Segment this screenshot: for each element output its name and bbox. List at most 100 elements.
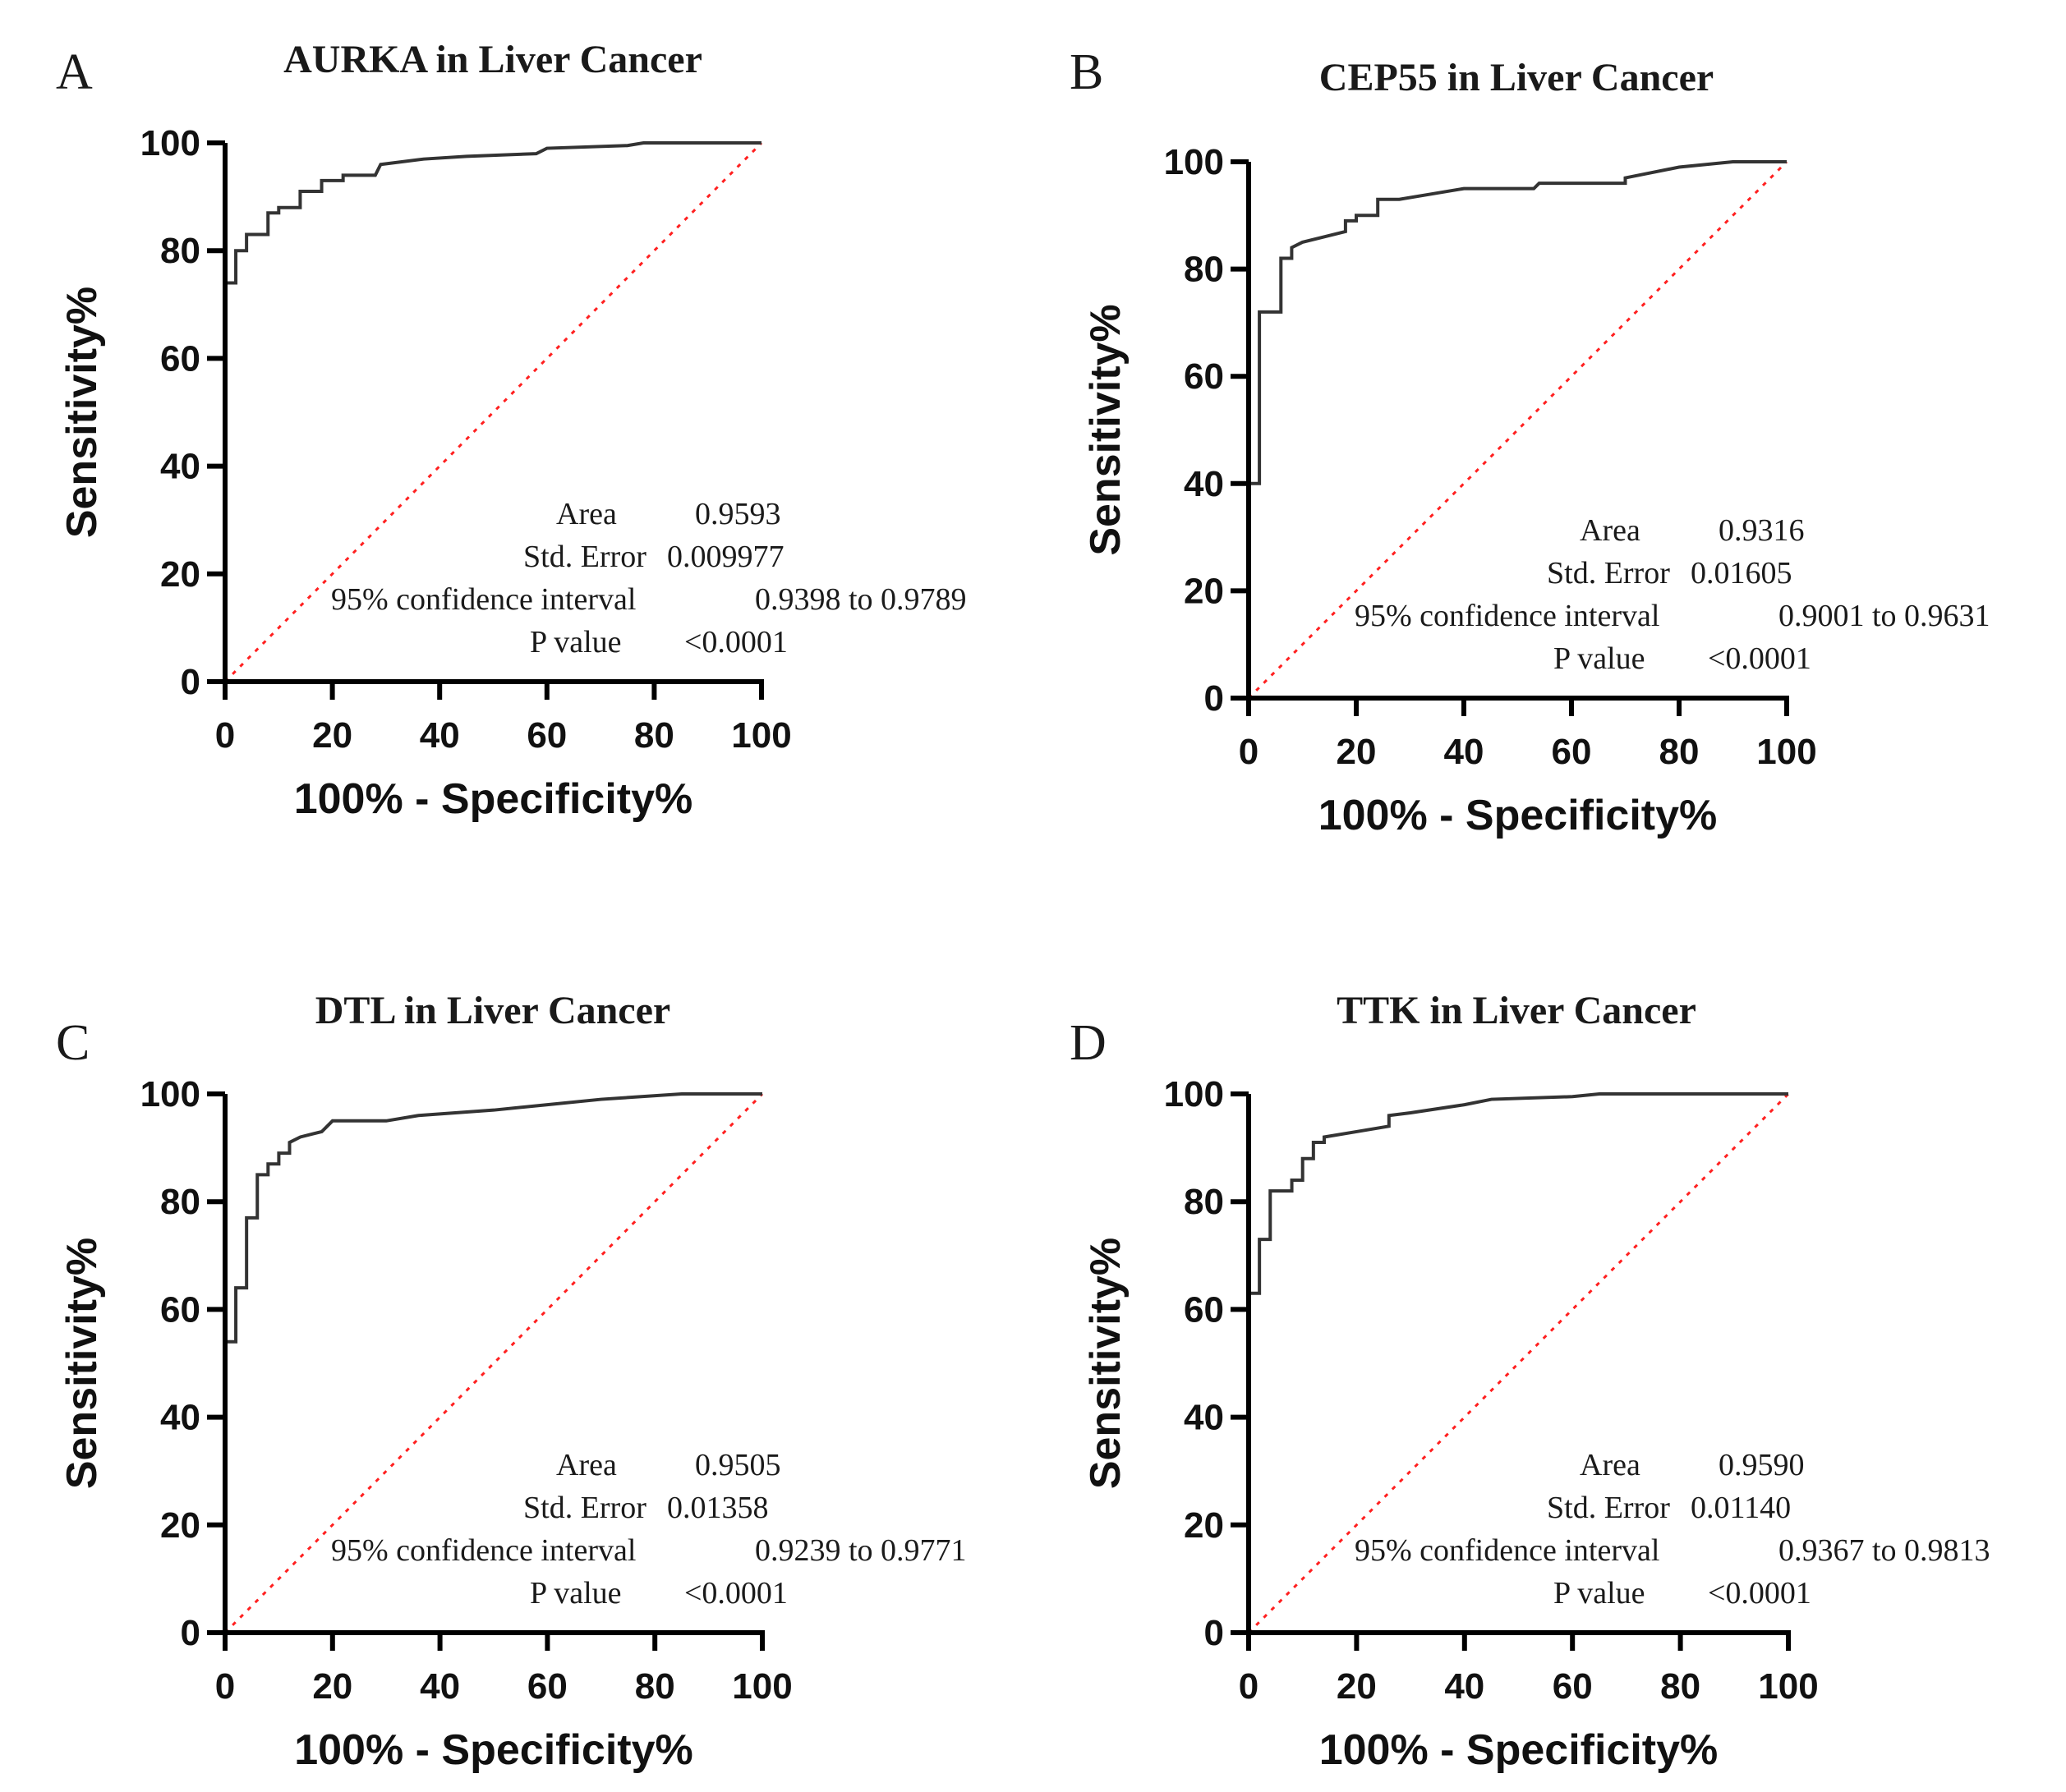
- stats-label-p: P value: [1553, 641, 1645, 676]
- stats-label-area: Area: [1580, 1448, 1640, 1482]
- y-tick-label: 40: [1184, 1398, 1224, 1438]
- stats-value-p: <0.0001: [684, 1576, 788, 1611]
- x-tick-label: 100: [1758, 1666, 1818, 1707]
- roc-panel-b: B CEP55 in Liver Cancer 0 20 40 60 80 100 0 20 40 6…: [1070, 44, 1990, 839]
- stats-value-se: 0.009977: [667, 540, 785, 574]
- y-tick-label: 80: [160, 1182, 200, 1222]
- stats-value-ci: 0.9367 to 0.9813: [1778, 1533, 1990, 1568]
- x-tick-label: 20: [1337, 732, 1377, 772]
- x-tick-label: 20: [1337, 1666, 1377, 1707]
- stats-label-ci: 95% confidence interval: [331, 582, 636, 617]
- x-tick-label: 60: [1552, 732, 1592, 772]
- stats-value-se: 0.01358: [667, 1491, 769, 1525]
- x-tick-label: 80: [1660, 1666, 1700, 1707]
- stats-value-p: <0.0001: [1708, 1576, 1811, 1611]
- y-tick-label: 60: [1184, 356, 1224, 397]
- y-tick-label: 20: [1184, 571, 1224, 611]
- x-tick-label: 0: [1239, 1666, 1258, 1707]
- y-tick-label: 0: [181, 1613, 200, 1653]
- roc-curve: [1247, 160, 1787, 698]
- y-tick-label: 0: [1204, 678, 1224, 719]
- y-tick-label: 20: [160, 1505, 200, 1546]
- y-tick-label: 20: [1184, 1505, 1224, 1546]
- stats-label-p: P value: [530, 625, 622, 659]
- stats-label-se: Std. Error: [1547, 556, 1670, 590]
- y-tick-label: 100: [140, 123, 200, 163]
- stats-label-p: P value: [530, 1576, 622, 1611]
- x-axis-label: 100% - Specificity%: [294, 1726, 693, 1774]
- x-tick-label: 40: [1444, 732, 1484, 772]
- chart-title: TTK in Liver Cancer: [1337, 989, 1696, 1032]
- y-axis-label: Sensitivity%: [1082, 1238, 1130, 1489]
- x-tick-label: 80: [635, 1666, 675, 1707]
- y-axis-label: Sensitivity%: [1082, 304, 1130, 555]
- stats-table: Area 0.9590 Std. Error 0.01140 95% confidenc…: [1355, 1448, 1990, 1611]
- roc-curve: [223, 1092, 762, 1633]
- stats-value-se: 0.01140: [1691, 1491, 1791, 1525]
- stats-value-area: 0.9590: [1719, 1448, 1805, 1482]
- x-axis-label: 100% - Specificity%: [294, 775, 693, 823]
- x-axis-label: 100% - Specificity%: [1319, 1726, 1719, 1774]
- y-tick-label: 100: [1164, 1074, 1224, 1114]
- y-tick-label: 100: [1164, 142, 1224, 182]
- roc-panel-a: A AURKA in Liver Cancer 0 20 40 60 80 100 0 20 40 6…: [56, 38, 967, 823]
- y-tick-label: 100: [140, 1074, 200, 1114]
- stats-label-area: Area: [556, 1448, 617, 1482]
- y-tick-label: 60: [1184, 1289, 1224, 1330]
- x-tick-label: 100: [1756, 732, 1816, 772]
- x-tick-label: 0: [215, 1666, 235, 1707]
- chart-title: CEP55 in Liver Cancer: [1319, 56, 1714, 99]
- roc-curve: [1247, 1092, 1788, 1633]
- x-tick-label: 0: [1239, 732, 1258, 772]
- y-tick-label: 0: [1204, 1613, 1224, 1653]
- y-tick-label: 60: [160, 1289, 200, 1330]
- x-tick-label: 40: [420, 1666, 460, 1707]
- stats-value-p: <0.0001: [684, 625, 788, 659]
- x-tick-label: 100: [732, 1666, 792, 1707]
- panel-letter: C: [56, 1015, 90, 1071]
- stats-label-area: Area: [1580, 513, 1640, 548]
- x-tick-label: 20: [312, 715, 352, 756]
- stats-label-p: P value: [1553, 1576, 1645, 1611]
- y-tick-label: 0: [181, 662, 200, 702]
- panel-letter: D: [1070, 1015, 1107, 1071]
- roc-panel-c: C DTL in Liver Cancer 0 20 40 60 80 100 0 20 40 60 8…: [56, 989, 967, 1774]
- y-tick-label: 80: [1184, 1182, 1224, 1222]
- x-tick-label: 60: [527, 1666, 568, 1707]
- x-axis-label: 100% - Specificity%: [1318, 792, 1718, 839]
- y-tick-label: 60: [160, 338, 200, 379]
- y-axis-label: Sensitivity%: [58, 1238, 106, 1489]
- x-tick-label: 0: [215, 715, 235, 756]
- stats-label-ci: 95% confidence interval: [1355, 1533, 1659, 1568]
- reference-line: [1247, 160, 1788, 700]
- reference-line: [223, 141, 763, 683]
- stats-label-se: Std. Error: [1547, 1491, 1670, 1525]
- stats-value-area: 0.9316: [1719, 513, 1805, 548]
- stats-value-p: <0.0001: [1708, 641, 1811, 676]
- x-tick-label: 100: [731, 715, 791, 756]
- stats-value-ci: 0.9239 to 0.9771: [755, 1533, 967, 1568]
- x-tick-label: 20: [312, 1666, 352, 1707]
- stats-value-area: 0.9505: [695, 1448, 781, 1482]
- stats-table: Area 0.9593 Std. Error 0.009977 95% confiden…: [331, 497, 967, 659]
- stats-value-ci: 0.9398 to 0.9789: [755, 582, 967, 617]
- stats-value-area: 0.9593: [695, 497, 781, 531]
- stats-label-area: Area: [556, 497, 617, 531]
- stats-value-ci: 0.9001 to 0.9631: [1778, 599, 1990, 633]
- x-tick-label: 40: [420, 715, 460, 756]
- stats-table: Area 0.9505 Std. Error 0.01358 95% confidenc…: [331, 1448, 967, 1611]
- x-tick-label: 40: [1444, 1666, 1484, 1707]
- x-tick-label: 80: [634, 715, 674, 756]
- x-tick-label: 60: [1553, 1666, 1593, 1707]
- stats-label-se: Std. Error: [523, 540, 646, 574]
- panel-letter: B: [1070, 44, 1103, 100]
- y-tick-label: 40: [160, 1398, 200, 1438]
- stats-label-ci: 95% confidence interval: [1355, 599, 1659, 633]
- roc-curve: [223, 141, 762, 682]
- x-tick-label: 80: [1659, 732, 1700, 772]
- stats-value-se: 0.01605: [1691, 556, 1792, 590]
- y-tick-label: 80: [1184, 250, 1224, 290]
- y-axis-label: Sensitivity%: [58, 287, 106, 538]
- chart-title: DTL in Liver Cancer: [315, 989, 670, 1032]
